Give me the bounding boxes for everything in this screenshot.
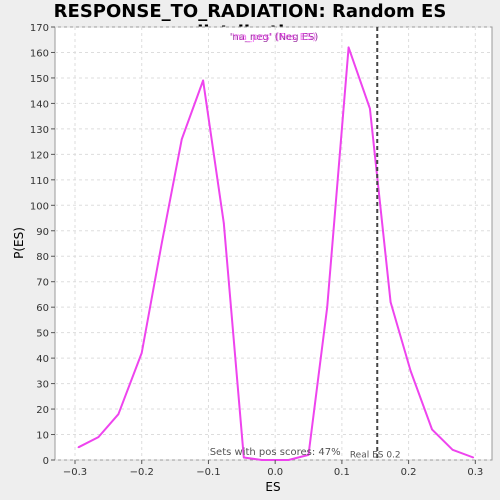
- y-axis-label: P(ES): [12, 227, 26, 259]
- data-point: [77, 446, 80, 449]
- data-point: [389, 301, 392, 303]
- y-tick-label: 140: [30, 99, 49, 110]
- x-tick-label: 0.3: [467, 467, 483, 478]
- data-point: [326, 306, 329, 308]
- y-tick-label: 150: [30, 74, 49, 85]
- data-point: [347, 46, 350, 49]
- legend-entry-na-pos: 'na_pos' (Pos ES): [232, 32, 317, 43]
- y-tick-label: 10: [36, 431, 49, 442]
- y-tick-label: 170: [30, 23, 49, 34]
- y-tick-label: 120: [30, 150, 49, 161]
- x-axis-label: ES: [265, 480, 280, 494]
- x-tick-label: −0.2: [130, 467, 154, 478]
- x-tick-label: 0.0: [267, 467, 283, 478]
- data-point: [369, 107, 371, 110]
- y-tick-label: 100: [30, 201, 49, 212]
- data-point: [431, 428, 433, 431]
- x-tick-label: −0.3: [63, 467, 87, 478]
- y-tick-label: 60: [36, 303, 49, 314]
- data-point: [243, 456, 245, 459]
- data-point: [97, 436, 100, 438]
- data-point: [472, 456, 475, 459]
- data-point: [307, 454, 310, 456]
- y-tick-label: 110: [30, 176, 49, 187]
- y-tick-label: 80: [36, 252, 49, 263]
- y-tick-label: 70: [36, 278, 49, 289]
- data-point: [451, 449, 454, 451]
- grid-lines: [55, 26, 492, 461]
- y-tick-label: 40: [36, 354, 49, 365]
- data-point: [202, 79, 204, 82]
- axes: 0 10 20 30 40 50 60 70 80 90 100 110 120 130 140 150 160…: [30, 23, 483, 478]
- legend: 'na_neg' (Neg ES)'na_pos' (Pos ES): [230, 32, 319, 43]
- pos-scores-annotation: Sets with pos scores: 47%: [210, 447, 341, 458]
- x-tick-label: −0.1: [196, 467, 220, 478]
- x-tick-label: 0.1: [334, 467, 350, 478]
- legend-entry-na-neg: 'na_neg' (Neg ES): [230, 32, 319, 43]
- data-point: [409, 370, 412, 372]
- data-point: [287, 459, 290, 461]
- y-tick-label: 30: [36, 380, 49, 391]
- data-point: [180, 138, 183, 140]
- data-point: [117, 413, 120, 415]
- plot-area: [54, 26, 493, 461]
- data-point: [160, 242, 163, 245]
- x-tick-label: 0.2: [401, 467, 417, 478]
- annotations: Sets with pos scores: 47% Real ES 0.2: [210, 447, 401, 461]
- y-tick-label: 0: [43, 456, 49, 467]
- real-es-annotation: Real ES 0.2: [350, 450, 401, 460]
- y-tick-label: 130: [30, 125, 49, 136]
- data-point: [140, 352, 143, 354]
- y-tick-label: 20: [36, 405, 49, 416]
- data-point: [222, 222, 225, 224]
- y-tick-label: 90: [36, 227, 49, 238]
- data-point: [261, 459, 263, 461]
- y-tick-label: 160: [30, 48, 49, 59]
- y-tick-label: 50: [36, 329, 49, 340]
